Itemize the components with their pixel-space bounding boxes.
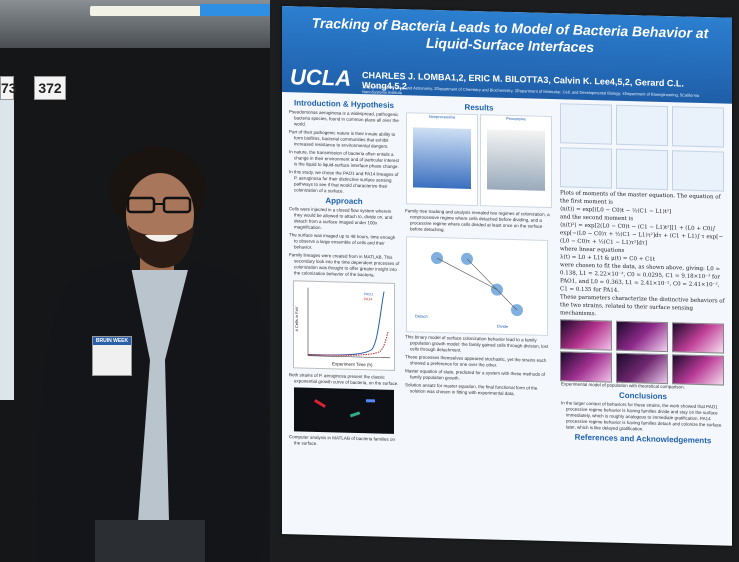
intro-bullet: Part of their pathogenic nature is their… xyxy=(289,129,396,149)
results-note: Master equation of state, predicted for … xyxy=(405,368,546,381)
label-divide: Divide xyxy=(497,324,509,329)
poster-column-model: Plots of moments of the master equation.… xyxy=(560,103,726,447)
results-note: This binary model of surface colonizatio… xyxy=(405,334,549,353)
blue-sign-light xyxy=(200,4,270,16)
label-processive: Processive xyxy=(506,115,526,122)
jacket-right xyxy=(165,262,269,562)
poster-title: Tracking of Bacteria Leads to Model of B… xyxy=(311,14,709,56)
conclusions-text: In the larger context of behaviors for t… xyxy=(561,400,722,432)
growth-chart-svg: # Cells in FoV Experiment Time (h) PAO1 … xyxy=(294,287,390,367)
regime-diagram: Nonprocessive Processive xyxy=(404,112,554,212)
results-heading: Results xyxy=(464,102,494,113)
tree-edge xyxy=(466,258,518,311)
heatmap-panel xyxy=(616,352,668,385)
legend-pao1: PAO1 xyxy=(364,292,373,296)
moment-plot xyxy=(560,103,612,145)
microscopy-image xyxy=(294,387,394,434)
ceiling-light xyxy=(90,6,260,16)
adjacent-poster-edge xyxy=(0,100,14,400)
series-pao1 xyxy=(307,291,385,356)
tracked-cell xyxy=(366,399,375,403)
presenter: BRUIN WEEK xyxy=(0,0,300,562)
approach-heading: Approach xyxy=(325,196,363,207)
moment-plot xyxy=(672,150,724,192)
heatmap-panel xyxy=(560,319,612,351)
poster-column-intro: Introduction & Hypothesis Pseudomonas ae… xyxy=(288,96,400,451)
growth-xlabel: Experiment Time (h) xyxy=(332,361,373,367)
moment-plot xyxy=(672,106,724,148)
results-note: Family tree tracking and analysis reveal… xyxy=(405,208,550,233)
tracked-cell xyxy=(314,399,326,408)
moment-plot xyxy=(616,104,668,147)
tracked-cell xyxy=(349,411,361,418)
matlab-note: Computer analysis in MATLAB of bacteria … xyxy=(289,434,395,446)
growth-note: Both strains of P. aeruginosa present th… xyxy=(289,372,399,387)
heatmap-grid xyxy=(560,317,726,386)
fit-parameters: were chosen to fit the data, as shown ab… xyxy=(560,262,721,294)
processive-chart xyxy=(487,129,545,191)
moment-plot xyxy=(560,147,612,189)
intro-bullet: In this study, we chose the PAO1 and PA1… xyxy=(289,169,399,194)
beard xyxy=(128,225,194,268)
family-tree-panel: Detach Divide xyxy=(406,236,548,336)
nonprocessive-chart xyxy=(413,127,471,189)
badge-header: BRUIN WEEK xyxy=(93,337,131,345)
results-note: Solution ansatz for master equation, the… xyxy=(405,382,538,397)
processive-panel: Processive xyxy=(480,114,552,209)
badge-name xyxy=(93,345,131,349)
tree-edge xyxy=(436,257,498,290)
research-poster: Tracking of Bacteria Leads to Model of B… xyxy=(282,6,732,546)
booth-number-left: 73 xyxy=(0,76,17,100)
heatmap-panel xyxy=(560,351,612,383)
moment-plots xyxy=(560,103,726,193)
family-tree-svg: Detach Divide xyxy=(415,252,523,329)
approach-bullet: Family lineages were created from in MAT… xyxy=(289,252,400,278)
presenter-figure xyxy=(38,146,269,562)
intro-heading: Introduction & Hypothesis xyxy=(294,98,394,110)
cell-node xyxy=(431,252,443,265)
nonprocessive-panel: Nonprocessive xyxy=(406,112,478,207)
jacket-left xyxy=(38,262,150,562)
heatmap-panel xyxy=(616,320,668,353)
label-detach: Detach xyxy=(415,313,428,318)
results-note: These processes themselves appeared stoc… xyxy=(405,354,547,368)
heatmap-panel xyxy=(672,322,724,354)
legend-pa14: PA14 xyxy=(364,297,372,301)
heatmap-panel xyxy=(672,354,724,386)
family-tree-diagram: Detach Divide xyxy=(404,234,554,338)
intro-bullet: Pseudomonas aeruginosa is a widespread, … xyxy=(289,109,399,127)
growth-chart: # Cells in FoV Experiment Time (h) PAO1 … xyxy=(293,280,395,371)
booth-number-right: 372 xyxy=(34,76,66,100)
smile xyxy=(145,235,178,242)
approach-bullet: The surface was imaged up to 48 hours, t… xyxy=(289,232,396,250)
label-nonprocessive: Nonprocessive xyxy=(428,113,456,120)
growth-ylabel: # Cells in FoV xyxy=(294,306,299,331)
poster-column-results: Results Nonprocessive Processive Family … xyxy=(404,99,554,400)
name-badge: BRUIN WEEK xyxy=(92,336,132,376)
pants xyxy=(95,520,205,562)
moment-plot xyxy=(616,148,668,191)
references-heading: References and Acknowledgements xyxy=(574,432,712,446)
approach-bullet: Cells were injected in a closed flow sys… xyxy=(289,206,393,231)
series-pa14 xyxy=(307,331,389,356)
poster-header: Tracking of Bacteria Leads to Model of B… xyxy=(282,6,732,104)
intro-bullet: In nature, the transmission of bacteria … xyxy=(289,149,400,170)
x-axis xyxy=(308,355,390,359)
